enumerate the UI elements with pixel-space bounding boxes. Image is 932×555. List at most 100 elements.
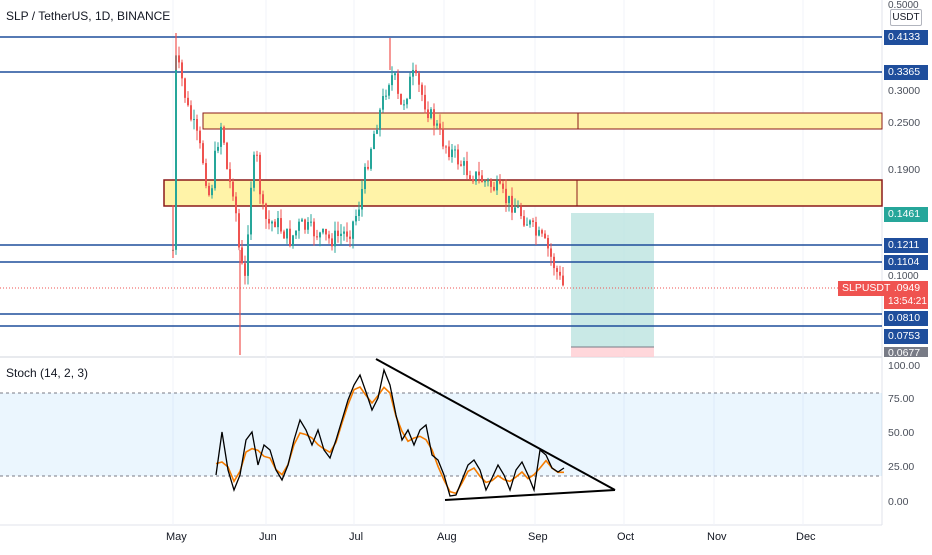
candle-body [193, 119, 195, 121]
price-candles[interactable] [172, 33, 564, 355]
candle-body [409, 76, 411, 99]
candle-body [265, 203, 267, 219]
candle-body [343, 231, 345, 234]
candle-body [553, 256, 555, 269]
candle-body [529, 220, 531, 225]
candle-body [469, 175, 471, 180]
price-label-0-0677[interactable]: 0.0677 [884, 347, 928, 357]
candle-body [307, 221, 309, 230]
candle-body [322, 228, 324, 233]
candle-body [196, 119, 198, 131]
time-label-nov: Nov [707, 531, 727, 543]
long-position-target-area[interactable] [571, 213, 654, 347]
price-label-0-1461[interactable]: 0.1461 [884, 207, 928, 222]
candle-body [199, 130, 201, 144]
candle-body [499, 180, 501, 184]
stoch-tick: 25.00 [888, 461, 915, 473]
candle-body [505, 188, 507, 204]
stoch-trendline-support[interactable] [444, 489, 616, 501]
candle-body [268, 218, 270, 224]
candle-body [427, 109, 429, 119]
candle-body [547, 238, 549, 249]
candle-body [328, 234, 330, 239]
candle-body [208, 185, 210, 196]
candle-body [349, 236, 351, 239]
candle-body [511, 195, 513, 213]
candle-body [520, 206, 522, 217]
candle-body [496, 180, 498, 191]
time-label-jun: Jun [259, 531, 277, 543]
price-tick: 0.2500 [888, 117, 921, 129]
stoch-k-line[interactable] [215, 367, 565, 497]
candle-body [253, 154, 255, 188]
candle-body [217, 146, 219, 151]
candle-body [403, 104, 405, 106]
candle-body [214, 150, 216, 189]
candle-body [223, 126, 225, 143]
price-label-0-1211[interactable]: 0.1211 [884, 238, 928, 253]
resistance-zone-upper[interactable] [202, 112, 883, 130]
resistance-zone-lower[interactable] [163, 179, 883, 207]
price-label-0-0810[interactable]: 0.0810 [884, 311, 928, 326]
price-tick: 0.1000 [888, 271, 919, 282]
candle-body [187, 97, 189, 106]
candle-body [202, 143, 204, 164]
price-tick: 0.1900 [888, 164, 921, 176]
price-tick: 0.3000 [888, 85, 921, 97]
stoch-trendline-descending[interactable] [375, 358, 616, 491]
candle-body [448, 146, 450, 158]
stoch-band-background [0, 393, 882, 476]
candle-body [178, 55, 180, 63]
candle-body [421, 84, 423, 95]
candle-body [382, 96, 384, 110]
candle-body [379, 109, 381, 130]
candle-body [544, 233, 546, 239]
price-label-0-4133[interactable]: 0.4133 [884, 30, 928, 45]
candle-body [175, 55, 177, 250]
candle-body [406, 98, 408, 105]
candle-body [364, 166, 366, 189]
symbol-tag[interactable]: SLPUSDT [838, 281, 895, 296]
long-position-stop-area[interactable] [571, 347, 654, 357]
candle-body [319, 232, 321, 238]
price-label-0-3365[interactable]: 0.3365 [884, 65, 928, 80]
candle-body [289, 228, 291, 246]
candle-body [400, 93, 402, 105]
candle-body [454, 149, 456, 151]
candle-body [313, 221, 315, 237]
candle-body [388, 85, 390, 96]
price-label-0-1104[interactable]: 0.1104 [884, 255, 928, 270]
candle-body [475, 171, 477, 182]
time-label-may: May [166, 531, 187, 543]
candle-body [292, 235, 294, 246]
candle-body [277, 218, 279, 228]
candle-body [244, 263, 246, 276]
stoch-indicator-title[interactable]: Stoch (14, 2, 3) [6, 366, 89, 380]
candle-body [220, 126, 222, 147]
price-label-0-0753[interactable]: 0.0753 [884, 329, 928, 344]
candle-body [211, 188, 213, 196]
candle-body [304, 219, 306, 230]
candle-body [181, 62, 183, 79]
candle-body [487, 180, 489, 182]
candle-countdown: 13:54:21 [888, 296, 927, 307]
candle-body [430, 109, 432, 119]
candle-body [460, 164, 462, 166]
candle-body [541, 230, 543, 234]
candle-body [436, 123, 438, 126]
candle-body [535, 222, 537, 236]
candle-body [538, 230, 540, 236]
candle-body [235, 196, 237, 214]
candle-body [391, 75, 393, 86]
candle-body [457, 149, 459, 165]
currency-badge[interactable]: USDT [890, 9, 922, 26]
candle-body [259, 154, 261, 195]
candle-body [418, 73, 420, 85]
candle-body [517, 206, 519, 208]
candle-body [334, 230, 336, 247]
candle-body [241, 247, 243, 264]
candle-body [331, 238, 333, 247]
stoch-tick: 100.00 [888, 360, 921, 372]
